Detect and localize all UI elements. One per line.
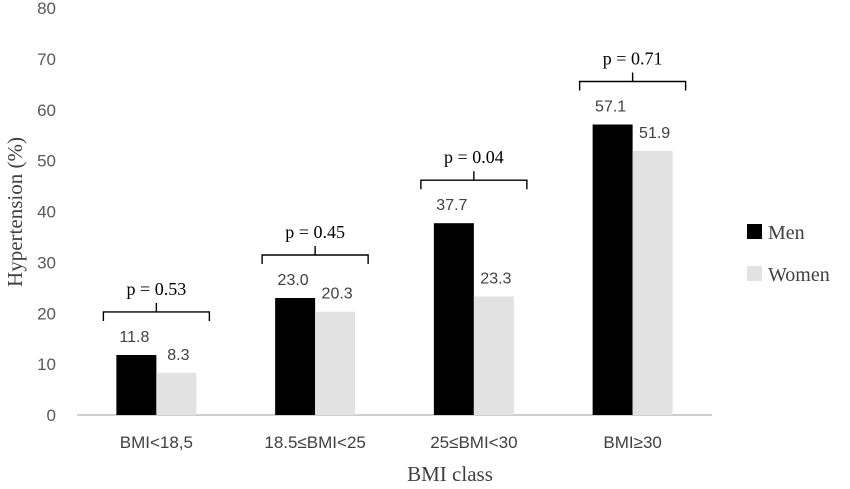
bar-men xyxy=(592,124,633,415)
x-tick-label: BMI<18,5 xyxy=(120,433,193,452)
p-value-label: p = 0.53 xyxy=(127,279,187,299)
data-label: 23.0 xyxy=(278,272,309,289)
bars: 11.8 8.3 23.0 20.3 37.7 23.3 57.1 51.9 xyxy=(116,99,673,416)
legend: Men Women xyxy=(747,222,830,286)
bracket xyxy=(261,254,369,264)
y-tick-label: 80 xyxy=(37,0,56,18)
data-label: 8.3 xyxy=(167,347,189,364)
legend-swatch-men xyxy=(747,224,762,239)
bar-women xyxy=(156,372,197,415)
y-tick-label: 40 xyxy=(37,203,56,222)
data-label: 11.8 xyxy=(119,329,149,346)
y-tick-label: 60 xyxy=(37,101,56,120)
bar-men xyxy=(116,354,157,415)
bar-women xyxy=(315,311,356,415)
p-value-label: p = 0.04 xyxy=(444,147,504,167)
y-tick-label: 20 xyxy=(37,304,56,323)
y-tick-label: 70 xyxy=(37,50,56,69)
legend-swatch-women xyxy=(747,266,762,281)
data-label: 57.1 xyxy=(595,99,626,116)
y-axis-ticks: 0 10 20 30 40 50 60 70 80 xyxy=(37,0,56,425)
x-axis-categories: BMI<18,5 18.5≤BMI<25 25≤BMI<30 BMI≥30 xyxy=(120,433,662,452)
legend-label-men: Men xyxy=(768,222,805,244)
legend-label-women: Women xyxy=(768,264,830,286)
bar-men xyxy=(275,297,316,415)
bar-men xyxy=(433,223,474,415)
y-axis-title: Hypertension (%) xyxy=(3,137,27,287)
data-label: 23.3 xyxy=(480,270,511,287)
bar-women xyxy=(473,296,514,415)
data-label: 51.9 xyxy=(639,125,670,142)
y-tick-label: 50 xyxy=(37,152,56,171)
x-axis-title: BMI class xyxy=(407,462,493,486)
bracket xyxy=(420,179,528,190)
p-value-brackets: p = 0.53 p = 0.45 p = 0.04 p = 0.71 xyxy=(102,49,687,321)
x-tick-label: 18.5≤BMI<25 xyxy=(264,433,365,452)
p-value-label: p = 0.45 xyxy=(285,222,345,242)
x-tick-label: BMI≥30 xyxy=(603,433,661,452)
bracket xyxy=(102,311,211,321)
y-tick-label: 10 xyxy=(37,355,56,374)
data-label: 37.7 xyxy=(436,197,467,214)
p-value-label: p = 0.71 xyxy=(603,49,663,69)
x-tick-label: 25≤BMI<30 xyxy=(430,433,517,452)
y-tick-label: 30 xyxy=(37,253,56,272)
bar-women xyxy=(632,150,673,416)
y-tick-label: 0 xyxy=(47,406,56,425)
data-label: 20.3 xyxy=(322,286,353,303)
bracket xyxy=(578,80,687,91)
